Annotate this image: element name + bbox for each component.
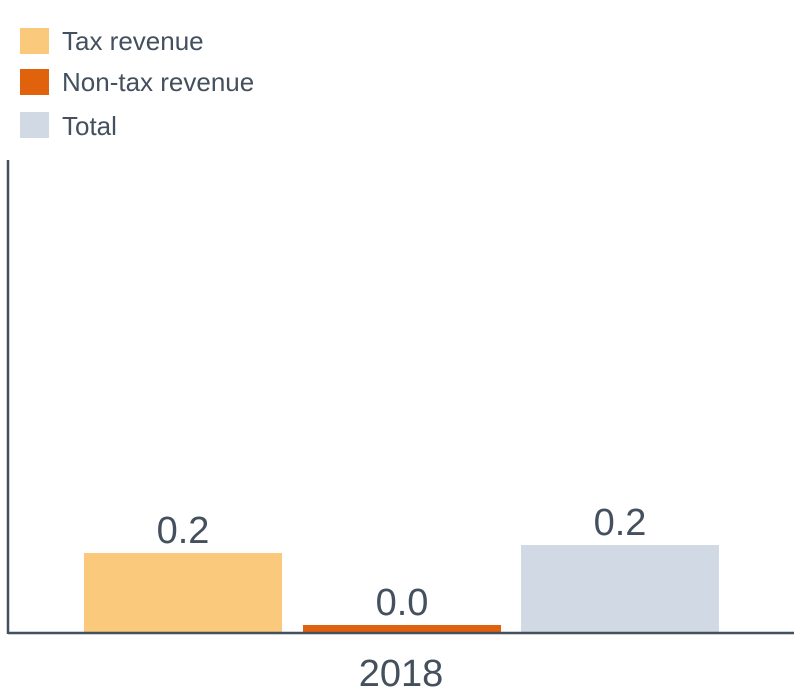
legend-swatch-total <box>20 112 49 138</box>
bar-non-tax-revenue <box>303 625 501 633</box>
legend-label-total: Total <box>62 111 117 141</box>
x-tick-label: 2018 <box>359 653 444 695</box>
legend-swatch-tax-revenue <box>20 28 49 54</box>
legend-item-tax-revenue: Tax revenue <box>20 26 204 56</box>
legend-swatch-non-tax-revenue <box>20 69 49 95</box>
legend-label-tax-revenue: Tax revenue <box>62 26 204 56</box>
data-label-non-tax-revenue: 0.0 <box>376 582 429 624</box>
data-label-tax-revenue: 0.2 <box>157 510 210 552</box>
legend-label-non-tax-revenue: Non-tax revenue <box>62 67 254 97</box>
bar-total <box>521 545 719 633</box>
bar-tax-revenue <box>84 553 282 633</box>
legend-item-non-tax-revenue: Non-tax revenue <box>20 67 254 97</box>
data-labels: 0.2 0.0 0.2 <box>157 502 647 624</box>
legend: Tax revenue Non-tax revenue Total <box>20 26 254 141</box>
legend-item-total: Total <box>20 111 117 141</box>
data-label-total: 0.2 <box>594 502 647 544</box>
bars <box>84 545 719 633</box>
